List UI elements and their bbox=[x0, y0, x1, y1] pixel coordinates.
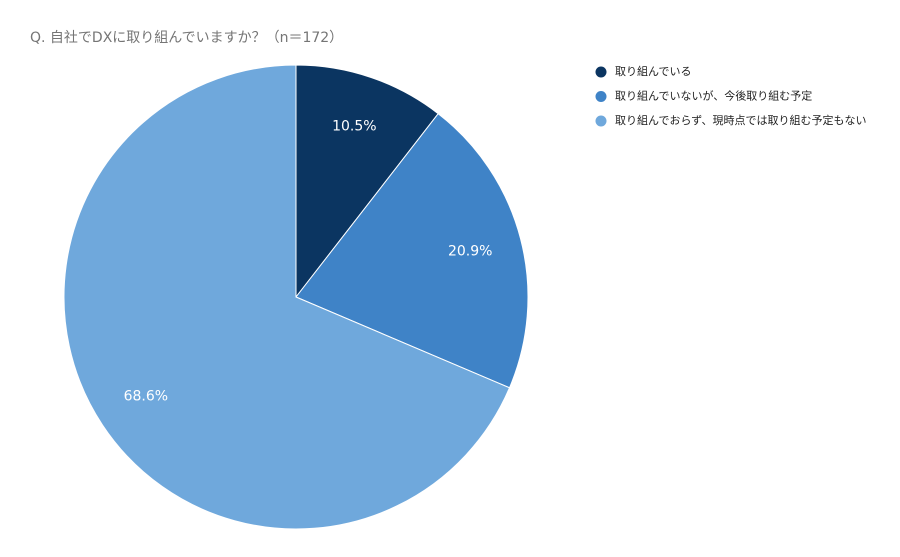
legend-label: 取り組んでいないが、今後取り組む予定 bbox=[615, 89, 812, 103]
value-label: 10.5% bbox=[332, 119, 376, 135]
legend-label: 取り組んでいる bbox=[615, 65, 691, 78]
pie-slice bbox=[295, 112, 529, 389]
chart-title: Q. 自社でDXに取り組んでいますか？（n＝172） bbox=[30, 30, 343, 46]
legend-marker bbox=[595, 91, 607, 102]
legend-marker bbox=[595, 66, 607, 78]
pie-slice bbox=[63, 64, 511, 530]
legend-marker bbox=[595, 115, 607, 127]
value-label: 20.9% bbox=[448, 244, 492, 260]
pie-slice bbox=[295, 64, 439, 299]
value-label: 68.6% bbox=[124, 388, 168, 404]
legend-label: 取り組んでおらず、現時点では取り組む予定もない bbox=[615, 113, 866, 127]
